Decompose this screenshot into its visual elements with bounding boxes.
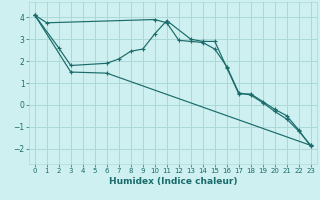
X-axis label: Humidex (Indice chaleur): Humidex (Indice chaleur) [108,177,237,186]
